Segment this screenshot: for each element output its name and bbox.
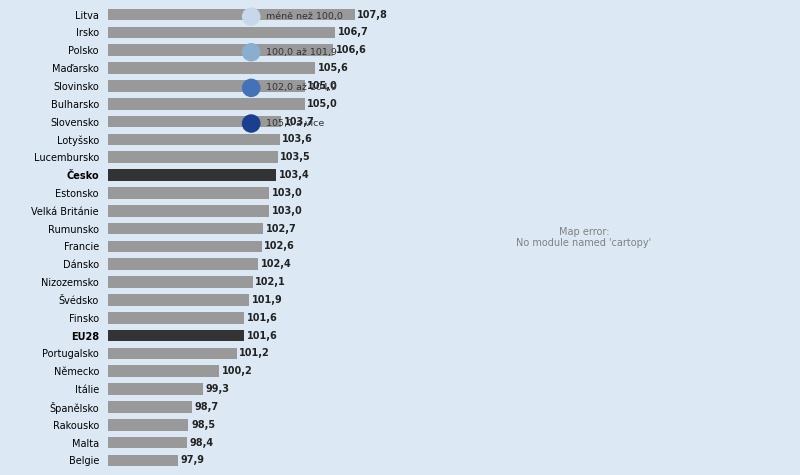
Bar: [108, 80, 305, 92]
Text: 99,3: 99,3: [206, 384, 230, 394]
Text: 102,0 až 104,9: 102,0 až 104,9: [266, 84, 337, 92]
Bar: [108, 27, 335, 38]
Bar: [108, 241, 262, 252]
Bar: [108, 276, 253, 288]
Text: 103,0: 103,0: [271, 206, 302, 216]
Bar: [108, 223, 263, 234]
Bar: [108, 401, 192, 413]
Bar: [108, 9, 354, 20]
Text: 105,0: 105,0: [307, 81, 338, 91]
Bar: [108, 348, 237, 359]
Bar: [108, 330, 244, 342]
Text: 106,7: 106,7: [338, 28, 368, 38]
Bar: [108, 187, 269, 199]
Bar: [108, 294, 249, 306]
Text: 103,7: 103,7: [284, 116, 314, 126]
Bar: [108, 116, 282, 127]
Text: Map error:
No module named 'cartopy': Map error: No module named 'cartopy': [517, 227, 651, 248]
Text: 101,2: 101,2: [239, 349, 270, 359]
Bar: [108, 383, 202, 395]
Text: 97,9: 97,9: [180, 456, 204, 466]
Bar: [108, 169, 276, 181]
Text: 102,1: 102,1: [255, 277, 286, 287]
Text: 100,2: 100,2: [222, 366, 252, 376]
Bar: [108, 419, 189, 430]
Text: 105,6: 105,6: [318, 63, 349, 73]
Text: 98,5: 98,5: [191, 420, 215, 430]
Text: 100,0 až 101,9: 100,0 až 101,9: [266, 48, 337, 57]
Bar: [108, 258, 258, 270]
Text: 102,7: 102,7: [266, 224, 297, 234]
Circle shape: [242, 115, 260, 132]
Bar: [108, 98, 305, 110]
Circle shape: [242, 79, 260, 96]
Text: 106,6: 106,6: [336, 45, 366, 55]
Bar: [108, 365, 218, 377]
Text: 102,6: 102,6: [264, 241, 295, 251]
Bar: [108, 62, 315, 74]
Bar: [108, 152, 278, 163]
Text: 107,8: 107,8: [358, 10, 388, 19]
Text: 98,4: 98,4: [190, 437, 214, 447]
Bar: [108, 437, 186, 448]
Text: 103,0: 103,0: [271, 188, 302, 198]
Text: 101,6: 101,6: [246, 313, 278, 323]
Text: 98,7: 98,7: [194, 402, 218, 412]
Bar: [108, 312, 244, 323]
Text: 101,9: 101,9: [252, 295, 282, 305]
Text: 101,6: 101,6: [246, 331, 278, 341]
Text: 105,0 a více: 105,0 a více: [266, 119, 324, 128]
Bar: [108, 45, 333, 56]
Text: méně než 100,0: méně než 100,0: [266, 12, 342, 21]
Text: 105,0: 105,0: [307, 99, 338, 109]
Text: 102,4: 102,4: [261, 259, 291, 269]
Text: 103,4: 103,4: [278, 170, 310, 180]
Circle shape: [242, 8, 260, 25]
Circle shape: [242, 44, 260, 61]
Bar: [108, 205, 269, 217]
Text: 103,5: 103,5: [281, 152, 311, 162]
Text: 103,6: 103,6: [282, 134, 313, 144]
Bar: [108, 455, 178, 466]
Bar: [108, 133, 279, 145]
